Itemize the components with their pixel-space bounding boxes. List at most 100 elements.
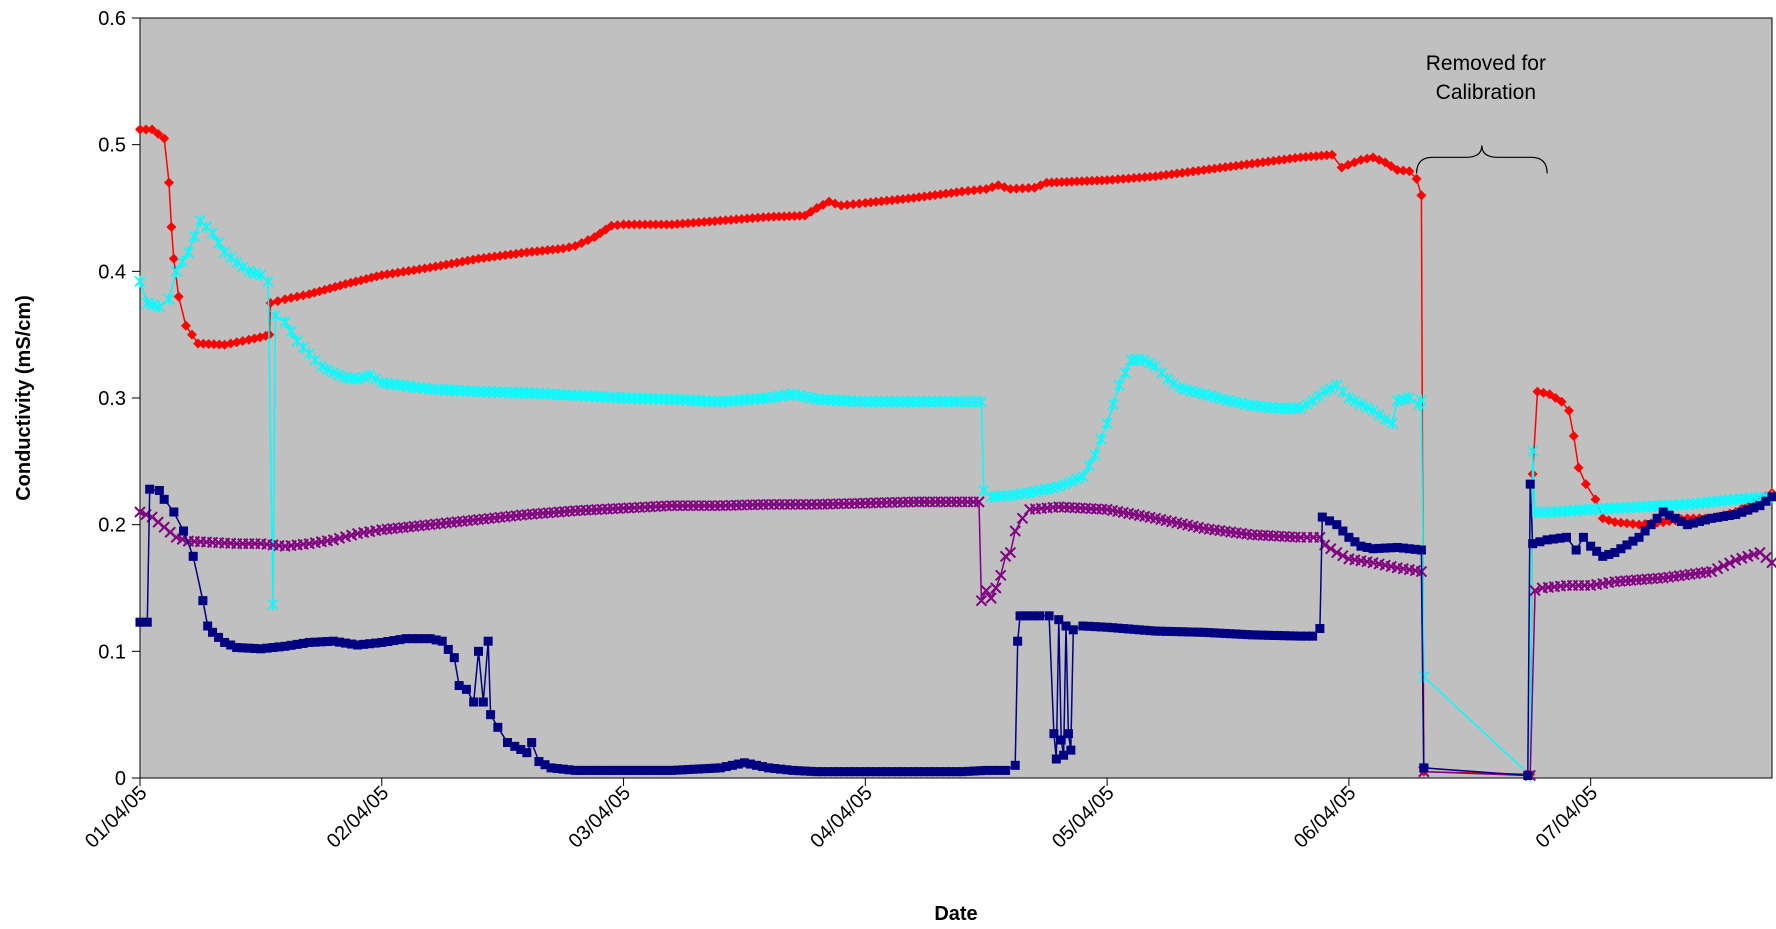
data-point-diamond	[629, 219, 640, 230]
data-point-square	[828, 767, 838, 777]
data-point-diamond	[789, 210, 800, 221]
data-point-square	[1236, 629, 1246, 639]
data-point-star	[975, 395, 987, 408]
data-point-square	[1525, 479, 1535, 489]
data-point-star	[1095, 433, 1107, 446]
data-point-x	[985, 592, 997, 604]
data-point-square	[1129, 624, 1139, 634]
data-point-star	[279, 316, 291, 328]
data-point-square	[602, 765, 612, 775]
data-point-square	[154, 485, 164, 495]
data-point-square	[389, 636, 399, 646]
data-point-square	[1356, 541, 1366, 551]
data-point-star	[206, 227, 219, 240]
x-tick-label: 02/04/05	[323, 782, 394, 853]
data-point-diamond	[193, 338, 204, 349]
data-point-diamond	[153, 128, 164, 139]
data-point-diamond	[763, 211, 774, 222]
data-point-star	[1418, 670, 1430, 683]
data-point-diamond	[836, 200, 847, 211]
data-point-star	[951, 395, 963, 408]
y-tick-label: 0.5	[98, 135, 126, 157]
data-point-square	[510, 741, 520, 751]
data-point-square	[1124, 624, 1134, 634]
data-point-square	[334, 637, 344, 647]
data-point-diamond	[1609, 517, 1620, 528]
data-point-star	[1143, 357, 1155, 370]
data-point-diamond	[1573, 462, 1584, 473]
data-point-star	[472, 385, 485, 398]
x-tick-label: 05/04/05	[1048, 782, 1119, 853]
data-point-square	[1707, 513, 1717, 523]
data-point-square	[341, 638, 351, 648]
data-point-square	[613, 765, 623, 775]
data-point-diamond	[618, 219, 629, 230]
data-point-square	[473, 646, 483, 656]
data-point-square	[1193, 627, 1203, 637]
data-point-square	[198, 596, 208, 606]
data-point-square	[586, 765, 596, 775]
data-point-square	[1084, 621, 1094, 631]
y-tick-label: 0.2	[98, 515, 126, 537]
data-point-square	[764, 763, 774, 773]
data-point-square	[347, 639, 357, 649]
data-point-square	[667, 765, 677, 775]
data-point-diamond	[272, 296, 283, 307]
data-point-star	[1065, 475, 1077, 488]
data-point-x	[1705, 565, 1718, 578]
data-point-square	[226, 640, 236, 650]
data-point-star	[617, 392, 630, 404]
data-point-diamond	[135, 124, 145, 135]
data-point-star	[1168, 377, 1180, 390]
data-point-square	[365, 639, 375, 649]
data-point-diamond	[1326, 149, 1337, 160]
data-point-square	[564, 765, 574, 775]
data-point-square	[570, 765, 580, 775]
data-point-diamond	[203, 339, 214, 350]
data-point-square	[250, 643, 260, 653]
data-point-x	[975, 594, 988, 607]
data-point-square	[353, 640, 363, 650]
data-point-square	[1682, 520, 1692, 530]
data-point-star	[505, 386, 517, 399]
data-point-square	[298, 638, 308, 648]
y-tick-label: 0.1	[98, 641, 126, 663]
data-point-diamond	[612, 220, 623, 231]
data-point-diamond	[854, 198, 865, 209]
data-point-star	[1053, 480, 1065, 493]
x-tick-label: 01/04/05	[81, 782, 152, 853]
data-point-star	[639, 392, 651, 405]
y-tick-label: 0.6	[98, 8, 126, 30]
data-point-diamond	[969, 185, 980, 196]
data-point-star	[510, 386, 522, 399]
data-point-square	[788, 765, 798, 775]
data-point-square	[893, 767, 903, 777]
data-point-square	[169, 507, 179, 517]
data-point-square	[310, 637, 320, 647]
data-point-square	[1269, 630, 1279, 640]
data-point-square	[1247, 630, 1257, 640]
data-point-star	[315, 360, 327, 373]
data-point-square	[328, 636, 338, 646]
data-point-square	[957, 767, 967, 777]
data-point-square	[994, 765, 1004, 775]
data-point-square	[145, 484, 155, 494]
data-point-square	[1013, 636, 1023, 646]
data-point-square	[1302, 631, 1312, 641]
data-point-star	[370, 373, 382, 385]
data-point-diamond	[606, 220, 617, 231]
data-point-star	[231, 256, 243, 269]
data-point-square	[930, 767, 940, 777]
data-point-square	[516, 745, 526, 754]
data-point-star	[153, 300, 165, 313]
data-point-square	[244, 643, 254, 653]
data-point-square	[1022, 611, 1032, 621]
data-point-diamond	[505, 249, 516, 260]
data-point-star	[886, 395, 898, 408]
data-point-diamond	[208, 339, 219, 350]
data-point-square	[425, 634, 435, 644]
data-point-square	[699, 764, 709, 774]
data-point-square	[437, 636, 447, 646]
data-point-square	[1059, 750, 1069, 760]
data-point-square	[1535, 537, 1545, 547]
